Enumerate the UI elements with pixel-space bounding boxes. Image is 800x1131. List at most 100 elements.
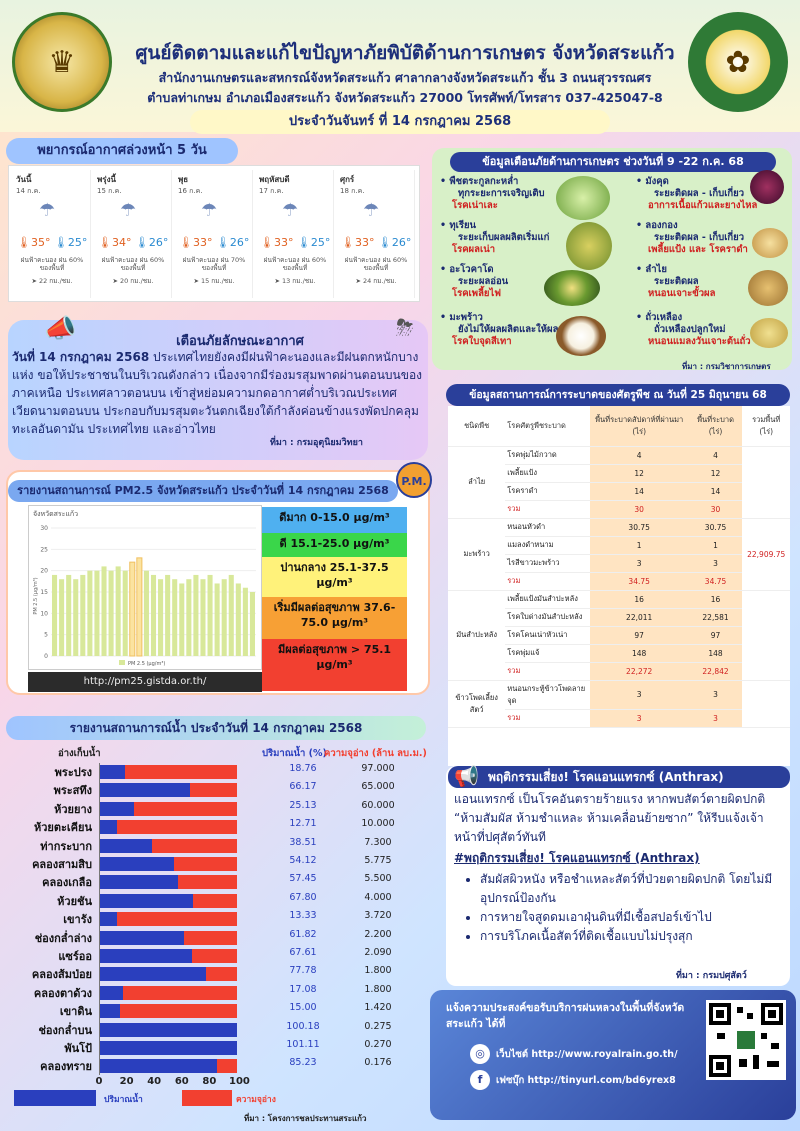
forecast-date: 15 ก.ค. xyxy=(97,187,122,195)
pm25-bar xyxy=(228,574,234,656)
website-link[interactable]: ◎ เว็บไซต์ http://www.royalrain.go.th/ xyxy=(470,1044,678,1064)
crop-stage: ทุกระยะการเจริญเติบ xyxy=(458,188,545,199)
volume-pct: 57.45 xyxy=(289,873,317,885)
pest-cell: 16 xyxy=(688,590,743,609)
water-col-name: อ่างเก็บน้ำ xyxy=(58,748,101,759)
volume-bar xyxy=(99,838,153,853)
pest-cell: 30.75 xyxy=(688,518,743,537)
website-label: เว็บไซต์ http://www.royalrain.go.th/ xyxy=(496,1049,678,1060)
volume-pct: 85.23 xyxy=(289,1057,317,1069)
volume-bar xyxy=(99,765,125,779)
pm25-legend-swatch xyxy=(119,660,125,665)
reservoir-name: ช่องกล่ำล่าง xyxy=(34,931,92,945)
water-row: ช่องกล่ำล่าง 61.82 2.200 xyxy=(0,929,440,947)
pest-row: มันสำปะหลัง เพลี้ยแป้งมันสำปะหลัง 16 16 xyxy=(448,590,790,681)
pest-cell: 22,011 xyxy=(589,608,689,627)
crop-threat: อาการเนื้อแก้วและยางไหล xyxy=(648,200,758,211)
warning-source: ที่มา : กรมอุตุนิยมวิทยา xyxy=(270,438,363,448)
pest-header-cell: พื้นที่ระบาด (ไร่) xyxy=(688,406,743,447)
page-title: ศูนย์ติดตามและแก้ไขปัญหาภัยพิบัติด้านการ… xyxy=(135,42,675,64)
pm25-y-tick: 30 xyxy=(40,525,48,532)
crop-name: • มังคุด xyxy=(636,176,669,187)
crop-stage: ระยะติดผล - เก็บเกี่ยว xyxy=(654,188,745,199)
volume-bar xyxy=(99,1041,237,1055)
pest-cell: ไรสีขาวมะพร้าว xyxy=(505,554,590,573)
legend-volume-swatch xyxy=(14,1090,96,1106)
pm25-title: รายงานสถานการณ์ PM2.5 จังหวัดสระแก้ว ประ… xyxy=(8,480,398,502)
water-col-cap: ความจุอ่าง (ล้าน ลบ.ม.) xyxy=(324,748,427,759)
forecast-date: 18 ก.ค. xyxy=(340,187,365,195)
water-axis-tick: 40 xyxy=(147,1076,162,1087)
qr-code-graphic xyxy=(709,1003,783,1077)
crop-name: • ทุเรียน xyxy=(440,220,477,231)
pm25-y-tick: 15 xyxy=(40,589,48,596)
forecast-temps: 🌡33° 🌡26° xyxy=(341,236,411,249)
water-source: ที่มา : โครงการชลประทานสระแก้ว xyxy=(244,1114,367,1123)
pest-cell: 30 xyxy=(589,500,689,519)
temp-high: 🌡35° xyxy=(17,236,51,249)
pm25-y-tick: 0 xyxy=(44,653,48,660)
water-row: พระสทึง 66.17 65.000 xyxy=(0,781,440,799)
pm25-bar xyxy=(115,566,121,656)
forecast-wind: ➤ 20 กม./ชม. xyxy=(112,277,154,285)
legend-capacity-swatch xyxy=(182,1090,232,1106)
volume-bar xyxy=(99,801,134,816)
temp-low: 🌡26° xyxy=(377,236,412,249)
volume-pct: 54.12 xyxy=(289,855,317,866)
forecast-rain: ฝนฟ้าคะนอง ฝน 60% ของพื้นที่ xyxy=(263,256,327,272)
pest-cell: เพลี้ยแป้ง xyxy=(505,464,590,483)
pest-header-cell: โรคศัตรูพืชระบาด xyxy=(505,406,590,447)
water-axis-tick: 80 xyxy=(202,1076,217,1087)
crop-name: • ลองกอง xyxy=(636,220,678,231)
reservoir-name: คลองสามสิบ xyxy=(32,858,92,871)
volume-bar xyxy=(99,949,193,963)
weather-warning-panel xyxy=(8,320,428,460)
pest-cell: 3 xyxy=(688,709,743,728)
forecast-wind: ➤ 24 กม./ชม. xyxy=(355,277,397,285)
forecast-day-name: ศุกร์ xyxy=(340,175,355,184)
capacity-bar xyxy=(99,967,237,982)
crop-name: • อะโวคาโด xyxy=(440,264,494,275)
volume-pct: 67.80 xyxy=(289,891,317,903)
thunder-rain-icon: ☂ xyxy=(201,200,218,221)
volume-pct: 38.51 xyxy=(289,836,317,848)
pm25-bar xyxy=(200,579,206,656)
capacity-value: 1.420 xyxy=(364,1002,392,1014)
forecast-temps: 🌡34° 🌡26° xyxy=(98,236,168,249)
pest-row: รวม 34.75 34.75 xyxy=(448,572,790,591)
capacity-value: 65.000 xyxy=(361,781,395,793)
pm25-bar xyxy=(235,583,241,656)
pest-cell: โรคราดำ xyxy=(505,482,590,501)
temp-low: 🌡25° xyxy=(296,236,331,249)
pm25-url[interactable]: http://pm25.gistda.or.th/ xyxy=(28,672,262,692)
volume-pct: 101.11 xyxy=(286,1039,320,1050)
agri-warning-item: • มังคุด ระยะติดผล - เก็บเกี่ยว อาการเนื้อ… xyxy=(636,176,757,212)
pest-cell: 34.75 xyxy=(688,572,743,591)
volume-pct: 66.17 xyxy=(289,781,317,793)
facebook-link[interactable]: f เฟซบุ๊ก http://tinyurl.com/bd6yrex8 xyxy=(470,1070,676,1090)
forecast-day-card: ศุกร์ 18 ก.ค. ☂ 🌡33° 🌡26° ฝนฟ้าคะนอง ฝน 60% … xyxy=(337,170,415,298)
capacity-value: 60.000 xyxy=(361,799,395,811)
temp-high: 🌡33° xyxy=(179,236,213,249)
agri-source: ที่มา : กรมวิชาการเกษตร xyxy=(682,362,771,371)
pest-cell: หนอนกระทู้ข้าวโพดลายจุด xyxy=(505,680,590,710)
agri-warning-item: • ลองกอง ระยะติดผล - เก็บเกี่ยว เพลี้ยแป้ง… xyxy=(636,220,748,256)
water-axis-tick: 100 xyxy=(229,1076,250,1087)
pest-row: โรคโคนเน่าหัวเน่า 97 97 xyxy=(448,626,790,645)
volume-bar xyxy=(99,893,193,908)
volume-bar xyxy=(99,875,179,890)
crop-stage: ระยะติดผล xyxy=(654,276,699,287)
office-address-line2: ตำบลท่าเกษม อำเภอเมืองสระแก้ว จังหวัดสระ… xyxy=(147,90,663,105)
avocado-image xyxy=(544,270,600,306)
reservoir-name: เขาดิน xyxy=(59,1005,92,1019)
capacity-value: 0.270 xyxy=(364,1039,392,1050)
capacity-bar xyxy=(99,801,237,816)
qr-code[interactable] xyxy=(706,1000,786,1080)
reservoir-name: เขารัง xyxy=(63,913,92,927)
crop-stage: ถั่วเหลืองปลูกใหม่ xyxy=(654,324,726,335)
capacity-bar xyxy=(99,1004,237,1019)
reservoir-name: ห้วยตะเคียน xyxy=(33,821,92,835)
water-row: ห้วยยาง 25.13 60.000 xyxy=(0,800,440,818)
globe-icon: ◎ xyxy=(470,1044,490,1064)
crop-stage: ระยะติดผล - เก็บเกี่ยว xyxy=(654,232,745,243)
